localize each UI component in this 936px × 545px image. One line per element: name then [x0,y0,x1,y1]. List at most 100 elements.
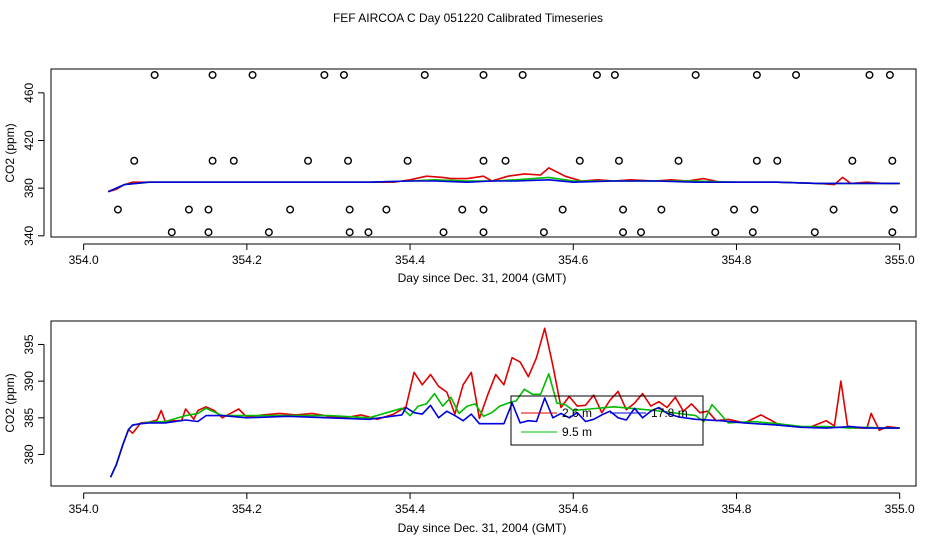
upper-open-circle-marker [792,70,801,79]
upper-open-circle-marker [810,228,819,237]
upper-x-axis-label: Day since Dec. 31, 2004 (GMT) [398,271,567,285]
upper-open-circle-marker [636,228,645,237]
upper-open-circle-marker [773,156,782,165]
upper-open-circle-marker [885,70,894,79]
lower-series-layer [109,327,900,478]
upper-y-tick-label: 420 [22,130,36,150]
upper-open-circle-marker [229,156,238,165]
upper-open-circle-marker [113,205,122,214]
lower-y-tick-label: 380 [22,444,36,464]
legend-label-17-8m: 17.8 m [651,406,688,420]
upper-open-circle-marker [208,70,217,79]
upper-y-tick-label: 460 [22,82,36,102]
upper-x-tick-label: 354.4 [395,253,425,267]
upper-open-circle-marker [382,205,391,214]
upper-open-circle-marker [539,228,548,237]
upper-open-circle-marker [150,70,159,79]
upper-y-axis: 340 380 420 460 [22,82,45,246]
figure-title: FEF AIRCOA C Day 051220 Calibrated Times… [333,11,603,25]
upper-open-circle-marker [479,70,488,79]
lower-y-tick-label: 385 [22,407,36,427]
upper-open-circle-marker [829,205,838,214]
upper-y-tick-label: 340 [22,225,36,245]
lower-x-tick-label: 354.8 [721,502,751,516]
upper-open-circle-marker [479,156,488,165]
upper-open-circle-marker [130,156,139,165]
lower-x-axis-label: Day since Dec. 31, 2004 (GMT) [398,521,567,535]
upper-open-circle-marker [208,156,217,165]
upper-x-tick-label: 354.0 [69,253,99,267]
upper-open-circle-marker [691,70,700,79]
upper-open-circle-marker [304,156,313,165]
upper-open-circle-marker [888,156,897,165]
upper-open-circle-marker [619,205,628,214]
lower-y-tick-label: 390 [22,371,36,391]
upper-open-circle-marker [501,156,510,165]
lower-y-axis: 380 385 390 395 [22,334,45,464]
upper-open-circle-marker [167,228,176,237]
lower-legend: 2.6 m 17.8 m 9.5 m [510,395,704,446]
upper-open-circle-marker [889,205,898,214]
upper-open-circle-marker [458,205,467,214]
upper-open-circle-marker [848,156,857,165]
upper-open-circle-marker [286,205,295,214]
upper-open-circle-marker [420,70,429,79]
upper-open-circle-marker [865,70,874,79]
lower-series-line-2-6-m [109,327,900,478]
lower-x-tick-label: 354.2 [232,502,262,516]
lower-x-tick-label: 354.4 [395,502,425,516]
upper-open-circle-marker [204,205,213,214]
lower-x-tick-label: 354.6 [558,502,588,516]
upper-series-line-blue [107,179,900,193]
lower-series-line-9-5-m [109,372,900,478]
upper-open-circle-marker [711,228,720,237]
lower-x-tick-label: 355.0 [885,502,915,516]
lower-plot-frame [50,320,917,487]
upper-series-line-green [107,176,900,193]
upper-open-circle-marker [730,205,739,214]
upper-open-circle-marker [184,205,193,214]
upper-open-circle-marker [657,205,666,214]
upper-open-circle-marker [345,205,354,214]
legend-label-9-5m: 9.5 m [562,425,592,439]
upper-open-circle-marker [592,70,601,79]
upper-x-axis: 354.0 354.2 354.4 354.6 354.8 355.0 [69,243,915,267]
upper-x-tick-label: 354.2 [232,253,262,267]
upper-open-circle-marker [752,156,761,165]
upper-open-circle-marker [674,156,683,165]
upper-open-circle-marker [439,228,448,237]
upper-open-circle-marker [344,156,353,165]
legend-box [510,395,704,446]
upper-open-circle-marker [888,228,897,237]
upper-open-circle-marker [403,156,412,165]
lower-x-tick-label: 354.0 [69,502,99,516]
upper-open-circle-marker [558,205,567,214]
lower-y-tick-label: 395 [22,334,36,354]
upper-marker-layer [113,70,898,237]
upper-open-circle-marker [204,228,213,237]
upper-series-layer [107,167,900,193]
legend-label-2-6m: 2.6 m [562,406,592,420]
upper-y-axis-label: CO2 (ppm) [3,123,17,182]
upper-open-circle-marker [610,70,619,79]
lower-series-line-17-8-m [109,397,900,478]
upper-open-circle-marker [619,228,628,237]
upper-open-circle-marker [320,70,329,79]
upper-open-circle-marker [345,228,354,237]
upper-open-circle-marker [752,70,761,79]
upper-y-tick-label: 380 [22,178,36,198]
upper-open-circle-marker [364,228,373,237]
upper-open-circle-marker [518,70,527,79]
upper-x-tick-label: 354.8 [721,253,751,267]
upper-open-circle-marker [614,156,623,165]
upper-open-circle-marker [264,228,273,237]
upper-open-circle-marker [339,70,348,79]
upper-open-circle-marker [748,228,757,237]
upper-open-circle-marker [575,156,584,165]
upper-plot-frame [50,68,917,238]
lower-x-axis: 354.0 354.2 354.4 354.6 354.8 355.0 [69,492,915,516]
upper-open-circle-marker [479,205,488,214]
